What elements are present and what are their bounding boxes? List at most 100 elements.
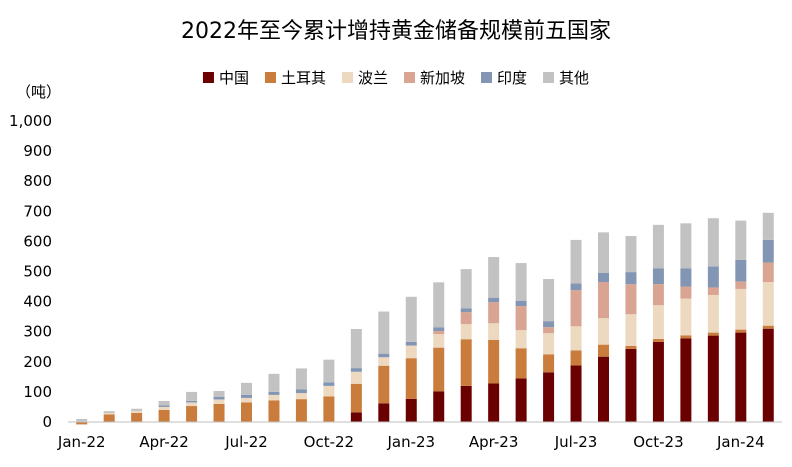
bar-segment bbox=[268, 400, 280, 422]
bar-segment bbox=[103, 411, 115, 413]
bar-segment bbox=[652, 224, 664, 269]
y-tick-label: 500 bbox=[23, 263, 52, 281]
bar-segment bbox=[625, 284, 637, 315]
legend-swatch bbox=[404, 72, 415, 83]
legend: 中国 土耳其 波兰 新加坡 印度 其他 bbox=[202, 69, 589, 87]
bar-segment bbox=[433, 334, 445, 348]
bar-segment bbox=[488, 323, 500, 340]
bar-segment bbox=[76, 418, 88, 422]
bar-segment bbox=[735, 220, 747, 260]
y-tick-label: 800 bbox=[23, 172, 52, 190]
x-tick-label: Jul-23 bbox=[554, 433, 598, 451]
y-tick-label: 0 bbox=[42, 413, 52, 431]
bar-segment bbox=[378, 353, 390, 358]
bar-segment bbox=[323, 382, 335, 386]
bar-segment bbox=[762, 328, 774, 422]
legend-item: 中国 bbox=[202, 69, 249, 87]
y-tick-label: 400 bbox=[23, 293, 52, 311]
bar-segment bbox=[680, 298, 692, 336]
bar-segment bbox=[652, 268, 664, 285]
bar-segment bbox=[241, 402, 252, 422]
bar-segment bbox=[707, 294, 719, 333]
y-tick-label: 1,000 bbox=[9, 112, 52, 130]
bar-segment bbox=[598, 344, 609, 357]
bar-segment bbox=[131, 408, 143, 411]
bar-segment bbox=[241, 397, 252, 403]
bar-segment bbox=[186, 406, 198, 422]
legend-label: 印度 bbox=[497, 69, 527, 87]
legend-item: 其他 bbox=[543, 69, 589, 87]
bar-segment bbox=[405, 296, 417, 342]
bar-segment bbox=[515, 330, 527, 349]
legend-swatch bbox=[264, 72, 276, 83]
bar-segment bbox=[295, 368, 307, 390]
x-tick-label: Jan-23 bbox=[386, 433, 435, 451]
bar-segment bbox=[625, 348, 637, 422]
bar-segment bbox=[158, 406, 170, 410]
bar-segment bbox=[158, 405, 170, 407]
bar-segment bbox=[762, 325, 774, 329]
legend-swatch bbox=[543, 72, 555, 83]
bar-segment bbox=[433, 282, 445, 328]
bar-segment bbox=[433, 391, 445, 422]
bar-segment bbox=[268, 394, 280, 401]
bar-segment bbox=[762, 262, 774, 283]
bar-segment bbox=[350, 412, 362, 422]
bar-segment bbox=[543, 354, 555, 373]
bar-segment bbox=[241, 394, 252, 398]
bar-segment bbox=[103, 414, 115, 422]
bar-segment bbox=[598, 232, 609, 273]
x-tick-label: Apr-23 bbox=[469, 433, 519, 451]
bar-segment bbox=[213, 403, 225, 422]
bar-segment bbox=[350, 371, 362, 384]
bar-segment bbox=[515, 348, 527, 379]
bar-segment bbox=[213, 397, 225, 400]
bar-segment bbox=[735, 288, 747, 330]
bar-segment bbox=[762, 212, 774, 240]
y-tick-label: 700 bbox=[23, 202, 52, 220]
bar-segment bbox=[405, 358, 417, 399]
bar-segment bbox=[652, 305, 664, 339]
bar-segment bbox=[488, 302, 500, 324]
x-tick-label: Jul-22 bbox=[224, 433, 268, 451]
bar-segment bbox=[433, 347, 445, 392]
legend-item: 印度 bbox=[481, 69, 527, 87]
bar-segment bbox=[460, 312, 472, 325]
bar-segment bbox=[762, 282, 774, 326]
chart-title: 2022年至今累计增持黄金储备规模前五国家 bbox=[181, 19, 611, 44]
legend-item: 土耳其 bbox=[264, 69, 326, 87]
bar-segment bbox=[378, 357, 390, 366]
legend-label: 土耳其 bbox=[281, 69, 326, 87]
x-tick-label: Jan-22 bbox=[57, 433, 106, 451]
bar-segment bbox=[735, 259, 747, 282]
bar-segment bbox=[76, 422, 88, 425]
bar-segment bbox=[735, 329, 747, 333]
bar-segment bbox=[570, 365, 582, 422]
legend-item: 新加坡 bbox=[404, 69, 465, 87]
bar-segment bbox=[350, 328, 362, 369]
legend-label: 新加坡 bbox=[420, 69, 465, 87]
y-tick-label: 600 bbox=[23, 232, 52, 250]
x-axis: Jan-22 Apr-22 Jul-22 Oct-22 Jan-23 Apr-23 Jul-… bbox=[57, 421, 782, 451]
x-tick-label: Oct-23 bbox=[633, 433, 683, 451]
bar-segment bbox=[680, 335, 692, 339]
x-tick-label: Oct-22 bbox=[304, 433, 354, 451]
bar-segment bbox=[625, 345, 637, 349]
bar-segment bbox=[158, 409, 170, 422]
bar-segment bbox=[405, 341, 417, 346]
bar-segment bbox=[350, 383, 362, 413]
bar-segment bbox=[378, 403, 390, 422]
bar-segment bbox=[213, 391, 225, 398]
bar-segment bbox=[598, 356, 609, 422]
bar-segment bbox=[323, 385, 335, 397]
legend-swatch bbox=[481, 72, 493, 83]
bar-segment bbox=[652, 341, 664, 422]
bar-segment bbox=[515, 306, 527, 331]
y-axis: 0 100 200 300 400 500 600 700 800 900 1,000 bbox=[9, 112, 52, 431]
bar-segment bbox=[186, 400, 198, 403]
bar-segment bbox=[213, 399, 225, 404]
legend-swatch bbox=[202, 72, 214, 83]
bar-segment bbox=[570, 283, 582, 291]
bar-segment bbox=[433, 327, 445, 332]
bar-segment bbox=[707, 266, 719, 288]
